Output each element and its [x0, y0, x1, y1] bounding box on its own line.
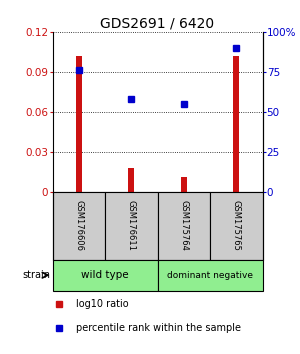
Bar [210, 192, 262, 260]
Text: GSM175765: GSM175765 [232, 200, 241, 251]
Bar [52, 260, 158, 291]
Text: strain: strain [22, 270, 50, 280]
Text: percentile rank within the sample: percentile rank within the sample [76, 322, 241, 332]
Text: GSM176606: GSM176606 [74, 200, 83, 251]
Bar [158, 192, 210, 260]
Text: log10 ratio: log10 ratio [76, 299, 128, 309]
Bar [158, 260, 262, 291]
Title: GDS2691 / 6420: GDS2691 / 6420 [100, 17, 214, 31]
Bar [76, 56, 82, 192]
Bar [233, 56, 239, 192]
Bar [105, 192, 158, 260]
Bar [128, 168, 134, 192]
Text: wild type: wild type [81, 270, 129, 280]
Bar [52, 192, 105, 260]
Text: GSM175764: GSM175764 [179, 200, 188, 251]
Bar [181, 177, 187, 192]
Text: dominant negative: dominant negative [167, 271, 253, 280]
Text: GSM176611: GSM176611 [127, 200, 136, 251]
